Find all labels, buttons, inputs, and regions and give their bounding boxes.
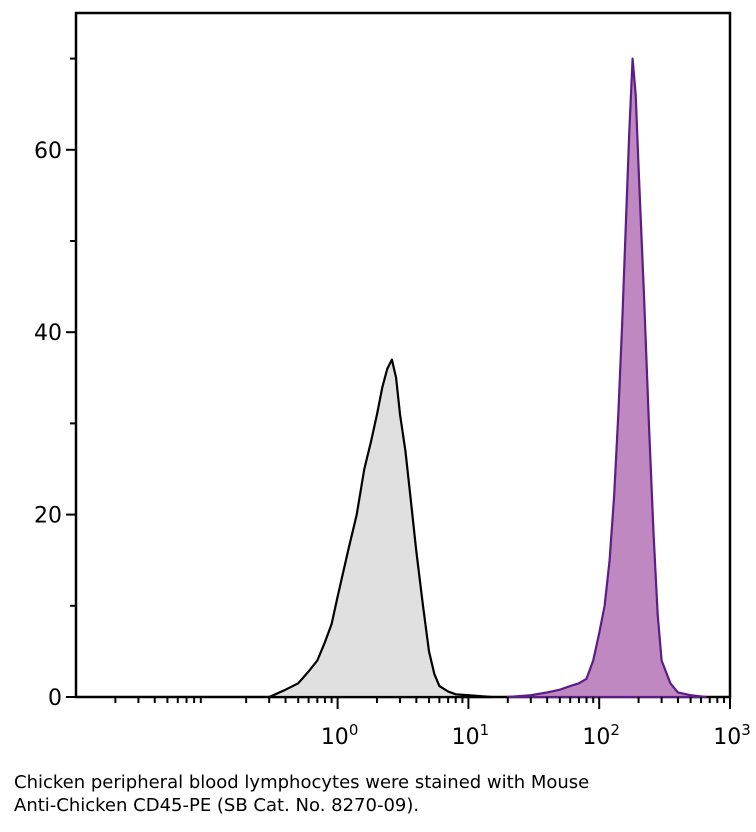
series-1-histogram bbox=[268, 358, 493, 699]
y-tick-label: 0 bbox=[48, 686, 62, 711]
x-tick-label: 103 bbox=[713, 721, 751, 750]
x-tick-label: 102 bbox=[582, 721, 620, 750]
y-tick-label: 60 bbox=[34, 139, 62, 164]
series-2-histogram bbox=[506, 57, 707, 699]
y-tick-label: 40 bbox=[34, 321, 62, 346]
histogram-chart: 0 20 40 60 100 101 102 103 bbox=[34, 11, 751, 750]
y-tick-label: 20 bbox=[34, 504, 62, 529]
caption-line-1: Chicken peripheral blood lymphocytes wer… bbox=[14, 772, 590, 793]
figure-caption: Chicken peripheral blood lymphocytes wer… bbox=[14, 771, 734, 817]
x-tick-label: 101 bbox=[452, 721, 490, 750]
x-tick-label: 100 bbox=[321, 721, 359, 750]
caption-line-2: Anti-Chicken CD45-PE (SB Cat. No. 8270-0… bbox=[14, 795, 420, 816]
plot-area: 0 20 40 60 100 101 102 103 bbox=[34, 11, 751, 750]
